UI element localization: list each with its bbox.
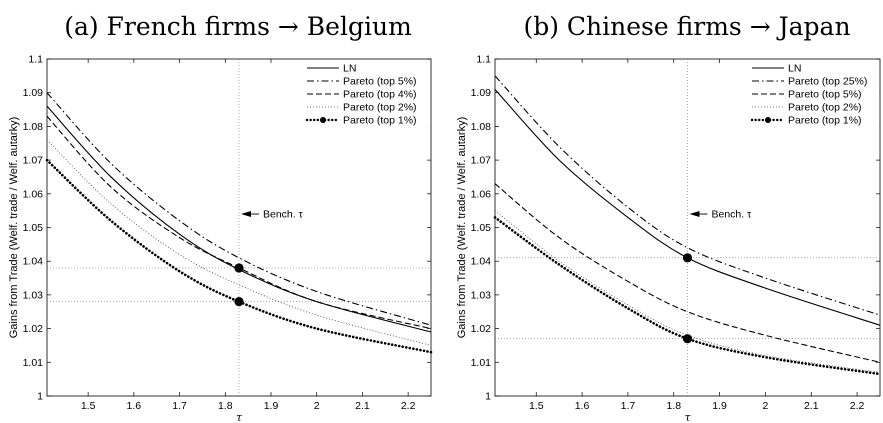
x-tick-label: 2.1 (355, 400, 370, 412)
x-tick-label: 2.2 (401, 400, 416, 412)
y-tick-label: 1.05 (471, 222, 492, 234)
x-tick-label: 2.2 (850, 400, 865, 412)
chart-title: (a) French firms → Belgium (64, 12, 412, 41)
legend-label: LN (343, 63, 356, 75)
y-tick-label: 1.1 (28, 54, 43, 66)
y-tick-label: 1.08 (23, 121, 44, 133)
chart-title: (b) Chinese firms → Japan (523, 12, 850, 41)
y-tick-label: 1.03 (471, 289, 492, 301)
x-axis-label: τ (236, 411, 243, 423)
y-axis-label: Gains from Trade (Welf. trade / Welf. au… (456, 117, 468, 339)
y-tick-label: 1.1 (476, 54, 491, 66)
y-tick-label: 1.07 (23, 155, 44, 167)
y-tick-label: 1.08 (471, 121, 492, 133)
x-tick-label: 1.9 (264, 400, 279, 412)
x-tick-label: 1.6 (575, 400, 590, 412)
annotation-label: Bench. τ (712, 209, 753, 221)
legend-label: Pareto (top 4%) (343, 89, 417, 101)
y-tick-label: 1.04 (23, 256, 44, 268)
benchmark-marker (682, 253, 693, 263)
x-tick-label: 1.8 (218, 400, 233, 412)
chart-panel-b: (b) Chinese firms → Japan 1 1.01 1.02 1.03 1.… (456, 12, 882, 423)
legend-label: LN (788, 63, 801, 75)
x-tick-label: 1.8 (666, 400, 681, 412)
legend-box (302, 59, 431, 129)
x-tick-label: 1.7 (172, 400, 187, 412)
annotation-label: Bench. τ (263, 209, 304, 221)
y-tick-label: 1.01 (23, 357, 44, 369)
benchmark-marker (234, 297, 244, 307)
y-tick-label: 1.05 (23, 222, 44, 234)
legend-label: Pareto (top 25%) (788, 76, 867, 88)
annotation-arrow-icon (241, 211, 251, 218)
chart-panel-a: (a) French firms → Belgium 1 1.01 1.02 1.03 1… (8, 12, 433, 423)
x-tick-label: 1.5 (81, 400, 96, 412)
y-axis-label: Gains from Trade (Welf. trade / Welf. au… (8, 117, 20, 339)
y-tick-label: 1.01 (471, 357, 492, 369)
x-tick-label: 2 (314, 400, 320, 412)
annotation-arrow-icon (689, 211, 700, 218)
y-tick-label: 1.06 (23, 188, 44, 200)
legend-label: Pareto (top 1%) (788, 115, 862, 127)
y-tick-label: 1.04 (471, 256, 492, 268)
series-line-pareto-top-2 (494, 210, 881, 373)
series-line-ln (494, 88, 881, 326)
x-tick-label: 2 (762, 400, 768, 412)
legend-label: Pareto (top 5%) (343, 76, 417, 88)
x-tick-label: 1.7 (621, 400, 636, 412)
series-line-pareto-top-1 (493, 216, 882, 376)
x-tick-label: 1.9 (712, 400, 727, 412)
y-tick-label: 1 (37, 391, 43, 403)
legend-box (747, 59, 880, 129)
x-tick-label: 1.6 (127, 400, 142, 412)
series-line-pareto-top-25 (494, 75, 881, 316)
y-tick-label: 1.02 (23, 323, 44, 335)
legend-marker (320, 117, 326, 123)
series-line-pareto-top-5 (46, 92, 432, 326)
series-line-pareto-top-1 (45, 158, 433, 354)
y-tick-label: 1.09 (471, 87, 492, 99)
y-tick-label: 1 (485, 391, 491, 403)
x-tick-label: 1.5 (529, 400, 544, 412)
legend-label: Pareto (top 2%) (788, 102, 862, 114)
benchmark-marker (234, 263, 244, 273)
legend-marker (765, 117, 771, 123)
x-axis-label: τ (684, 411, 691, 423)
legend-label: Pareto (top 2%) (343, 102, 417, 114)
x-tick-label: 2.1 (804, 400, 819, 412)
benchmark-marker (682, 334, 693, 344)
legend-label: Pareto (top 5%) (788, 89, 862, 101)
series-line-pareto-top-2 (46, 139, 432, 346)
series-line-pareto-top-5 (494, 183, 881, 363)
y-tick-label: 1.02 (471, 323, 492, 335)
series-line-pareto-top-4 (46, 115, 432, 330)
legend-label: Pareto (top 1%) (343, 115, 417, 127)
y-tick-label: 1.09 (23, 87, 44, 99)
y-tick-label: 1.03 (23, 289, 44, 301)
y-tick-label: 1.06 (471, 188, 492, 200)
y-tick-label: 1.07 (471, 155, 492, 167)
